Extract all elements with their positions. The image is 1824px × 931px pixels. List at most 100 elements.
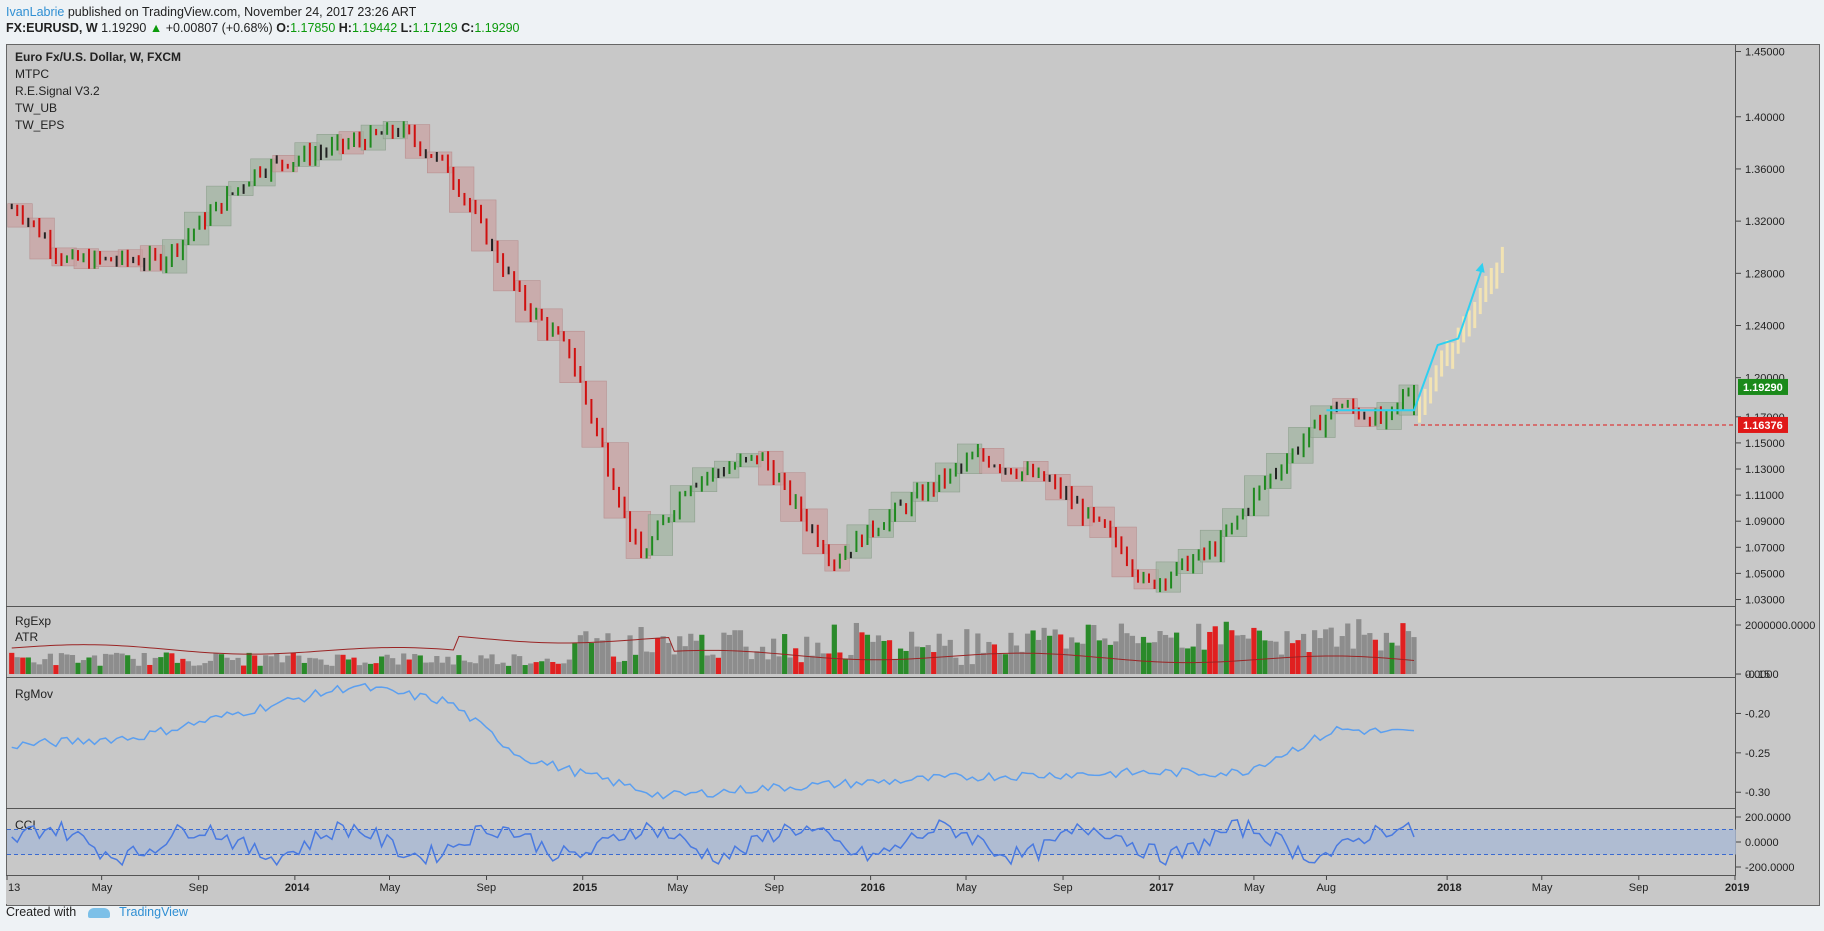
price-axis-label: 1.28000	[1745, 268, 1785, 280]
volume-bar	[428, 662, 434, 674]
time-axis-background	[6, 876, 1818, 904]
open-label: O:	[276, 21, 291, 35]
volume-bar	[804, 636, 810, 674]
chart-title: Euro Fx/U.S. Dollar, W, FXCM	[15, 50, 181, 64]
volume-bars	[9, 619, 1417, 674]
time-axis-label: 2014	[285, 882, 310, 894]
indicator-label: CCI	[15, 818, 36, 832]
volume-bar	[975, 633, 981, 674]
volume-bar	[743, 646, 749, 674]
range-box	[427, 151, 453, 174]
volume-bar	[909, 631, 915, 674]
volume-bar	[748, 659, 755, 674]
price-axis-label: 1.24000	[1745, 321, 1785, 333]
chart-frame[interactable]	[6, 44, 1820, 906]
level-price-label: 1.16376	[1743, 420, 1783, 432]
tradingview-link[interactable]: TradingView	[119, 905, 188, 919]
volume-bar	[1267, 640, 1274, 674]
volume-bar	[345, 659, 352, 674]
volume-bar	[793, 648, 799, 674]
volume-bar	[1179, 647, 1185, 674]
volume-bar	[555, 663, 561, 674]
volume-bar	[914, 646, 920, 674]
volume-bar	[1030, 630, 1036, 674]
volume-bar	[379, 656, 385, 674]
volume-bar	[517, 656, 523, 674]
publish-info: IvanLabrie published on TradingView.com,…	[6, 5, 416, 19]
up-arrow-icon: ▲	[149, 21, 163, 35]
volume-bar	[1185, 648, 1191, 674]
price-axis-label: 1.36000	[1745, 164, 1785, 176]
projection-bar	[1451, 342, 1455, 369]
volume-bar	[478, 655, 484, 674]
volume-bar	[301, 662, 307, 674]
volume-bar	[1146, 642, 1152, 674]
volume-bar	[1234, 635, 1240, 674]
price-axis-label: 1.15000	[1745, 438, 1785, 450]
range-box	[692, 467, 718, 492]
rgmov-axis-label: -0.25	[1745, 748, 1770, 760]
time-axis-label: 13	[8, 882, 20, 894]
volume-bar	[831, 624, 837, 674]
volume-bar	[202, 663, 208, 674]
published-text: published on TradingView.com, November 2…	[64, 5, 417, 19]
volume-bar	[434, 656, 440, 674]
volume-bar	[196, 665, 203, 674]
volume-bar	[401, 653, 407, 674]
volume-bar	[1372, 639, 1378, 674]
author-link[interactable]: IvanLabrie	[6, 5, 65, 19]
close-label: C:	[461, 21, 475, 35]
volume-bar	[1400, 623, 1406, 674]
low-value: 1.17129	[412, 21, 458, 35]
range-box	[714, 460, 740, 479]
volume-bar	[257, 665, 263, 674]
volume-bar	[759, 646, 766, 674]
volume-bar	[1256, 630, 1263, 674]
volume-bar	[174, 662, 180, 674]
range-box	[1023, 461, 1049, 482]
volume-bar	[274, 653, 280, 674]
volume-bar	[108, 654, 114, 674]
volume-bar	[500, 662, 506, 674]
volume-bar	[235, 657, 241, 674]
footer: Created with TradingView	[6, 905, 188, 919]
volume-bar	[1207, 631, 1213, 674]
volume-bar	[224, 657, 230, 674]
volume-bar	[942, 645, 948, 674]
volume-bar	[97, 665, 103, 674]
time-axis-label: May	[1244, 882, 1265, 894]
volume-bar	[644, 651, 650, 674]
volume-bar	[1047, 635, 1053, 674]
volume-bar	[86, 657, 92, 674]
volume-bar	[1168, 637, 1174, 674]
cci-axis-label: 200.0000	[1745, 812, 1791, 824]
time-axis-label: 2017	[1149, 882, 1173, 894]
volume-bar	[859, 632, 865, 674]
volume-bar	[323, 664, 330, 674]
volume-bar	[848, 654, 854, 674]
volume-bar	[102, 653, 109, 674]
volume-bar	[1124, 633, 1130, 674]
volume-bar	[1085, 624, 1091, 674]
volume-bar	[1218, 644, 1224, 674]
candles	[10, 121, 1416, 593]
volume-bar	[1356, 619, 1362, 674]
volume-bar	[406, 659, 412, 674]
volume-bar	[494, 664, 501, 674]
volume-bar	[638, 627, 644, 674]
volume-bar	[152, 657, 158, 674]
time-axis-label: Sep	[1629, 882, 1649, 894]
volume-bar	[953, 657, 959, 674]
volume-bar	[114, 652, 120, 674]
price-axis-label: 1.11000	[1745, 490, 1784, 502]
volume-bar	[599, 640, 606, 674]
volume-bar	[318, 659, 324, 674]
time-axis-label: Aug	[1316, 882, 1336, 894]
volume-bar	[770, 638, 777, 674]
volume-bar	[721, 632, 727, 674]
symbol-label: FX:EURUSD, W	[6, 21, 98, 35]
volume-bar	[340, 654, 346, 674]
indicator-label: RgMov	[15, 687, 53, 701]
volume-bar	[285, 655, 291, 674]
